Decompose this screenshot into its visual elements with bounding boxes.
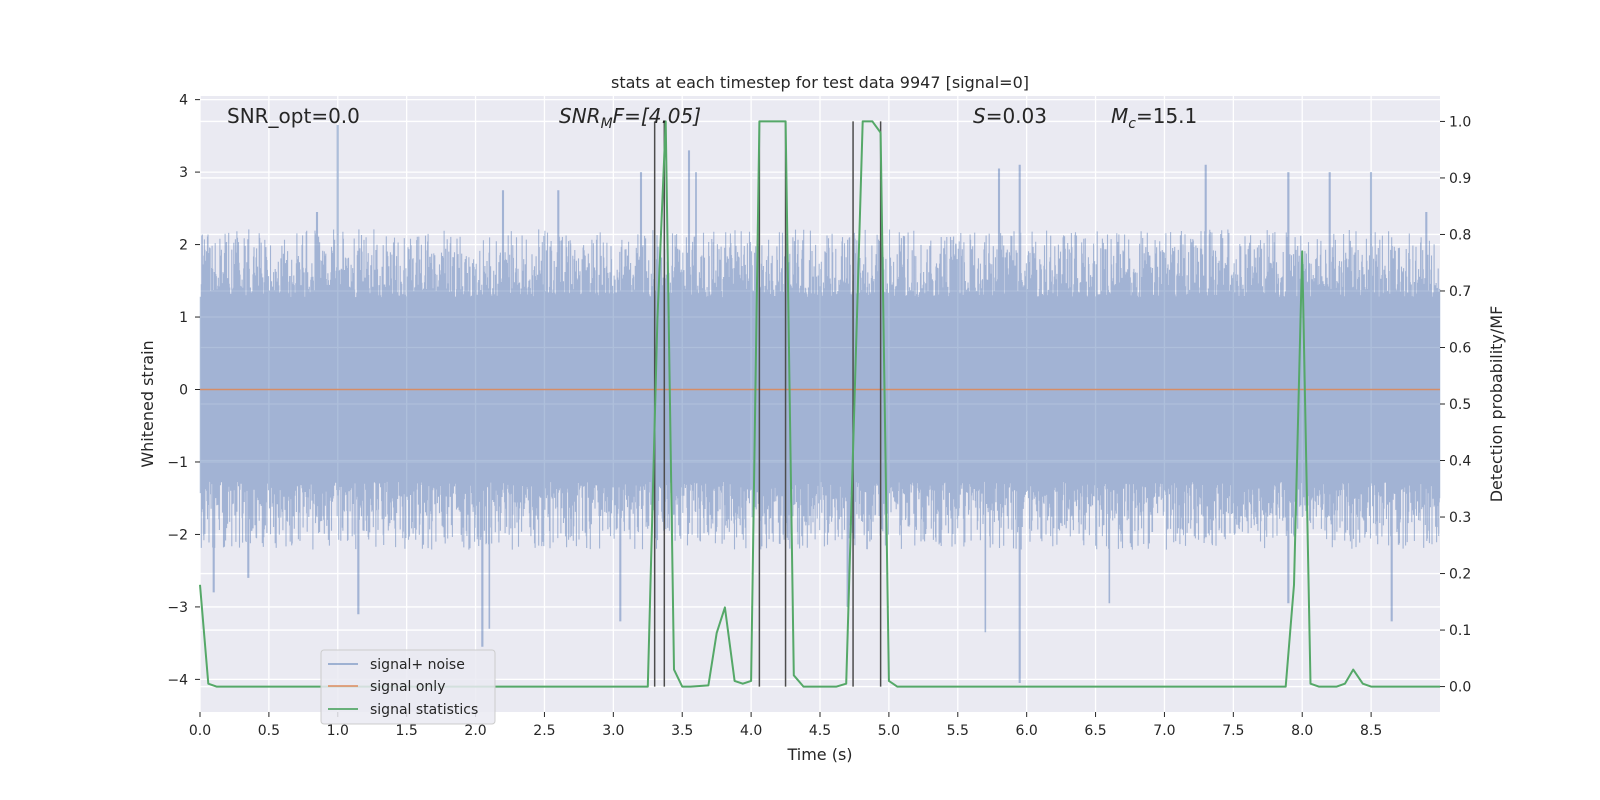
x-tick-label: 2.5 [533,723,555,739]
y2-tick-label: 0.1 [1449,623,1471,639]
legend-label-signal-statistics: signal statistics [370,702,478,718]
snr-mf-symbol: SNR [559,104,601,128]
x-tick-label: 6.5 [1084,723,1106,739]
legend: signal+ noise signal only signal statist… [320,649,496,725]
y-axis-label: Whitened strain [138,340,157,467]
x-tick-label: 0.0 [189,723,211,739]
mc-value: =15.1 [1136,104,1197,128]
x-tick-label: 2.0 [464,723,486,739]
y-tick-label: 4 [179,93,188,109]
annotation-s: S=0.03 [973,104,1047,128]
y2-tick-label: 0.4 [1449,454,1471,470]
annotation-snr-mf: SNRMF=[4.05] [559,104,701,132]
x-tick-label: 7.5 [1222,723,1244,739]
y2-tick-label: 0.7 [1449,284,1471,300]
y-tick-label: 2 [179,238,188,254]
y-tick-label: −3 [167,600,188,616]
x-tick-label: 8.0 [1291,723,1313,739]
y-tick-label: −4 [167,672,188,688]
chart-title: stats at each timestep for test data 994… [611,73,1029,92]
x-axis-label: Time (s) [786,745,852,764]
s-value: =0.03 [986,104,1047,128]
y-tick-label: 1 [179,310,188,326]
y-tick-label: 3 [179,165,188,181]
vertical-markers [653,121,882,687]
y2-tick-label: 0.8 [1449,227,1471,243]
signal-statistics-line [199,120,1440,688]
legend-box [320,649,496,725]
y2-tick-label: 0.5 [1449,397,1471,413]
snr-mf-value: F=[4.05] [613,104,701,128]
y2-tick-label: 0.2 [1449,567,1471,583]
y2-axis-label: Detection probability/MF [1487,306,1506,503]
x-tick-label: 5.5 [947,723,969,739]
annotation-snr-opt: SNR_opt=0.0 [227,104,360,128]
ticks: 0.0 0.5 1.0 1.5 2.0 2.5 3.0 3.5 4.0 4.5 5.0 5.5 6.0 6… [167,93,1471,739]
y-tick-label: 0 [179,383,188,399]
x-tick-label: 4.5 [809,723,831,739]
y-tick-label: −1 [167,455,188,471]
x-tick-label: 7.0 [1153,723,1175,739]
x-tick-label: 3.0 [602,723,624,739]
snr-mf-subscript: M [601,116,613,132]
x-tick-label: 5.0 [878,723,900,739]
signal-statistics-series [199,120,1440,688]
x-tick-label: 0.5 [258,723,280,739]
y2-tick-label: 0.9 [1449,171,1471,187]
y-tick-label: −2 [167,527,188,543]
legend-label-signal-noise: signal+ noise [370,657,465,673]
annotation-mc: Mc=15.1 [1111,104,1197,132]
x-tick-label: 8.5 [1360,723,1382,739]
x-tick-label: 3.5 [671,723,693,739]
grid [199,96,1440,712]
legend-label-signal-only: signal only [370,679,445,695]
y2-tick-label: 0.6 [1449,340,1471,356]
x-tick-label: 1.5 [396,723,418,739]
x-tick-label: 6.0 [1016,723,1038,739]
mc-subscript: c [1128,116,1136,132]
x-tick-label: 4.0 [740,723,762,739]
x-tick-label: 1.0 [327,723,349,739]
s-symbol: S [973,104,986,128]
y2-tick-label: 0.3 [1449,510,1471,526]
mc-symbol: M [1111,104,1128,128]
y2-tick-label: 1.0 [1449,114,1471,130]
y2-tick-label: 0.0 [1449,680,1471,696]
